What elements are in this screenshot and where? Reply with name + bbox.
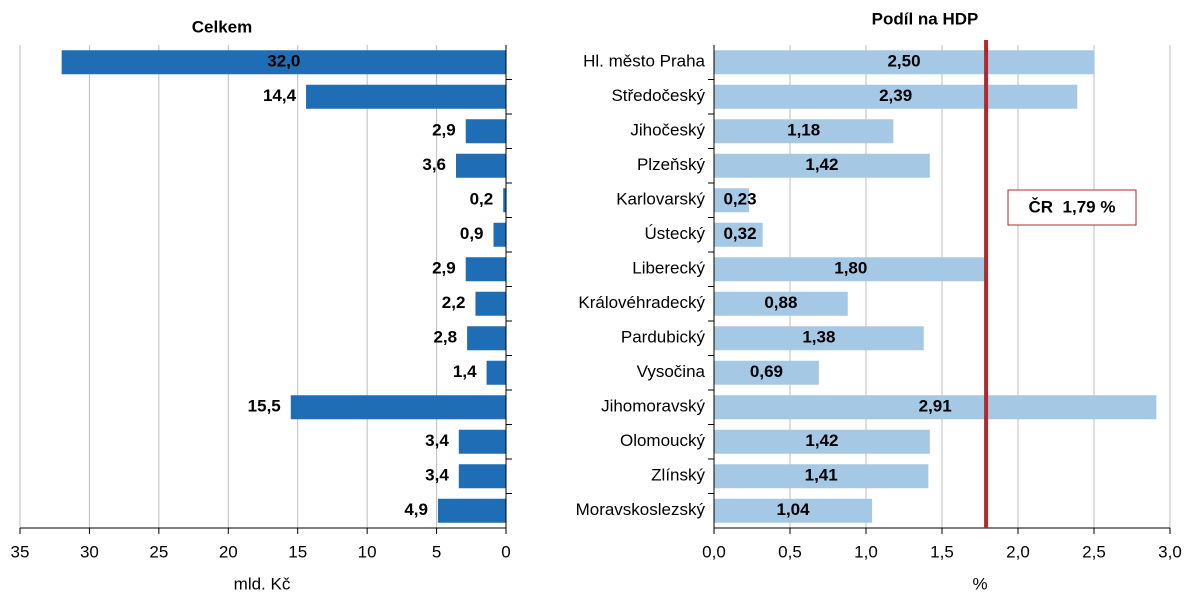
value-label: 0,32 [723,224,756,243]
x-axis-label: mld. Kč [234,574,291,593]
x-tick-label: 2,5 [1082,542,1106,561]
x-tick-label: 0 [501,542,510,561]
x-tick-label: 25 [149,542,168,561]
value-label: 1,80 [834,259,867,278]
value-label: 1,4 [453,362,477,381]
category-label: Moravskoslezský [576,500,706,519]
bar [465,257,506,282]
category-label: Ústecký [645,224,706,243]
x-tick-label: 0,0 [702,542,726,561]
category-label: Pardubický [621,328,706,347]
category-label: Jihomoravský [601,397,705,416]
x-tick-label: 5 [432,542,441,561]
value-label: 3,6 [422,155,446,174]
bar [714,326,924,351]
bar [467,326,506,351]
value-label: 2,50 [887,52,920,71]
bar [714,222,763,247]
bar [714,395,1157,420]
bar [714,119,894,144]
bar [714,291,848,316]
category-label: Olomoucký [620,431,706,450]
value-label: 2,8 [433,328,457,347]
bar [503,188,506,213]
value-label: 2,9 [432,259,456,278]
value-label: 1,18 [787,121,820,140]
bar [475,291,506,316]
value-label: 2,2 [442,293,466,312]
x-tick-label: 3,0 [1158,542,1182,561]
value-label: 1,38 [802,328,835,347]
x-tick-label: 35 [11,542,30,561]
category-label: Hl. město Praha [583,52,705,71]
category-label: Jihočeský [630,121,705,140]
bar [714,50,1094,75]
value-label: 3,4 [425,431,449,450]
bar [465,119,506,144]
value-label: 15,5 [248,397,281,416]
value-label: 2,39 [879,86,912,105]
bar [714,84,1078,109]
x-tick-label: 20 [219,542,238,561]
bar [61,50,507,75]
value-label: 2,91 [919,397,952,416]
reference-box [1007,189,1137,226]
bar [290,395,506,420]
x-tick-label: 10 [358,542,377,561]
bar [714,188,749,213]
category-label: Vysočina [637,362,706,381]
bar [714,257,988,282]
value-label: 1,42 [805,431,838,450]
bar [493,222,506,247]
value-label: 0,9 [460,224,484,243]
category-label: Zlínský [651,466,705,485]
category-label: Královéhradecký [578,293,705,312]
x-tick-label: 2,0 [1006,542,1030,561]
x-tick-label: 30 [80,542,99,561]
value-label: 2,9 [432,121,456,140]
reference-label: ČR 1,79 % [1029,197,1116,216]
bar [714,498,873,523]
value-label: 0,23 [723,190,756,209]
bar [306,84,506,109]
chart-title: Celkem [192,17,252,36]
bar [714,153,930,178]
value-label: 14,4 [263,86,297,105]
value-label: 1,04 [776,500,810,519]
bar [456,153,506,178]
bar [714,429,930,454]
value-label: 1,41 [805,466,838,485]
bar [486,360,506,385]
x-tick-label: 15 [288,542,307,561]
category-label: Středočeský [611,86,705,105]
value-label: 0,88 [764,293,797,312]
category-label: Karlovarský [616,190,705,209]
value-label: 3,4 [425,466,449,485]
value-label: 4,9 [404,500,428,519]
value-label: 32,0 [267,52,300,71]
value-label: 0,2 [470,190,494,209]
bar [458,464,506,489]
x-tick-label: 0,5 [778,542,802,561]
bar [458,429,506,454]
category-label: Liberecký [632,259,705,278]
bar [714,360,819,385]
bar [714,464,929,489]
category-label: Plzeňský [637,155,706,174]
value-label: 1,42 [805,155,838,174]
value-label: 0,69 [750,362,783,381]
x-tick-label: 1,0 [854,542,878,561]
bar [437,498,506,523]
x-tick-label: 1,5 [930,542,954,561]
x-axis-label: % [972,574,987,593]
chart-title: Podíl na HDP [872,9,979,28]
